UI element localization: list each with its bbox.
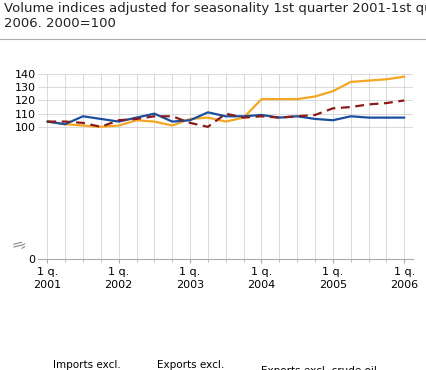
Legend: Imports excl.
ships and oil
platforms, Exports excl.
ships and oil
platforms, Ex: Imports excl. ships and oil platforms, E… — [25, 360, 377, 370]
Text: 2006. 2000=100: 2006. 2000=100 — [4, 17, 116, 30]
Text: Volume indices adjusted for seasonality 1st quarter 2001-1st quarter: Volume indices adjusted for seasonality … — [4, 2, 426, 15]
